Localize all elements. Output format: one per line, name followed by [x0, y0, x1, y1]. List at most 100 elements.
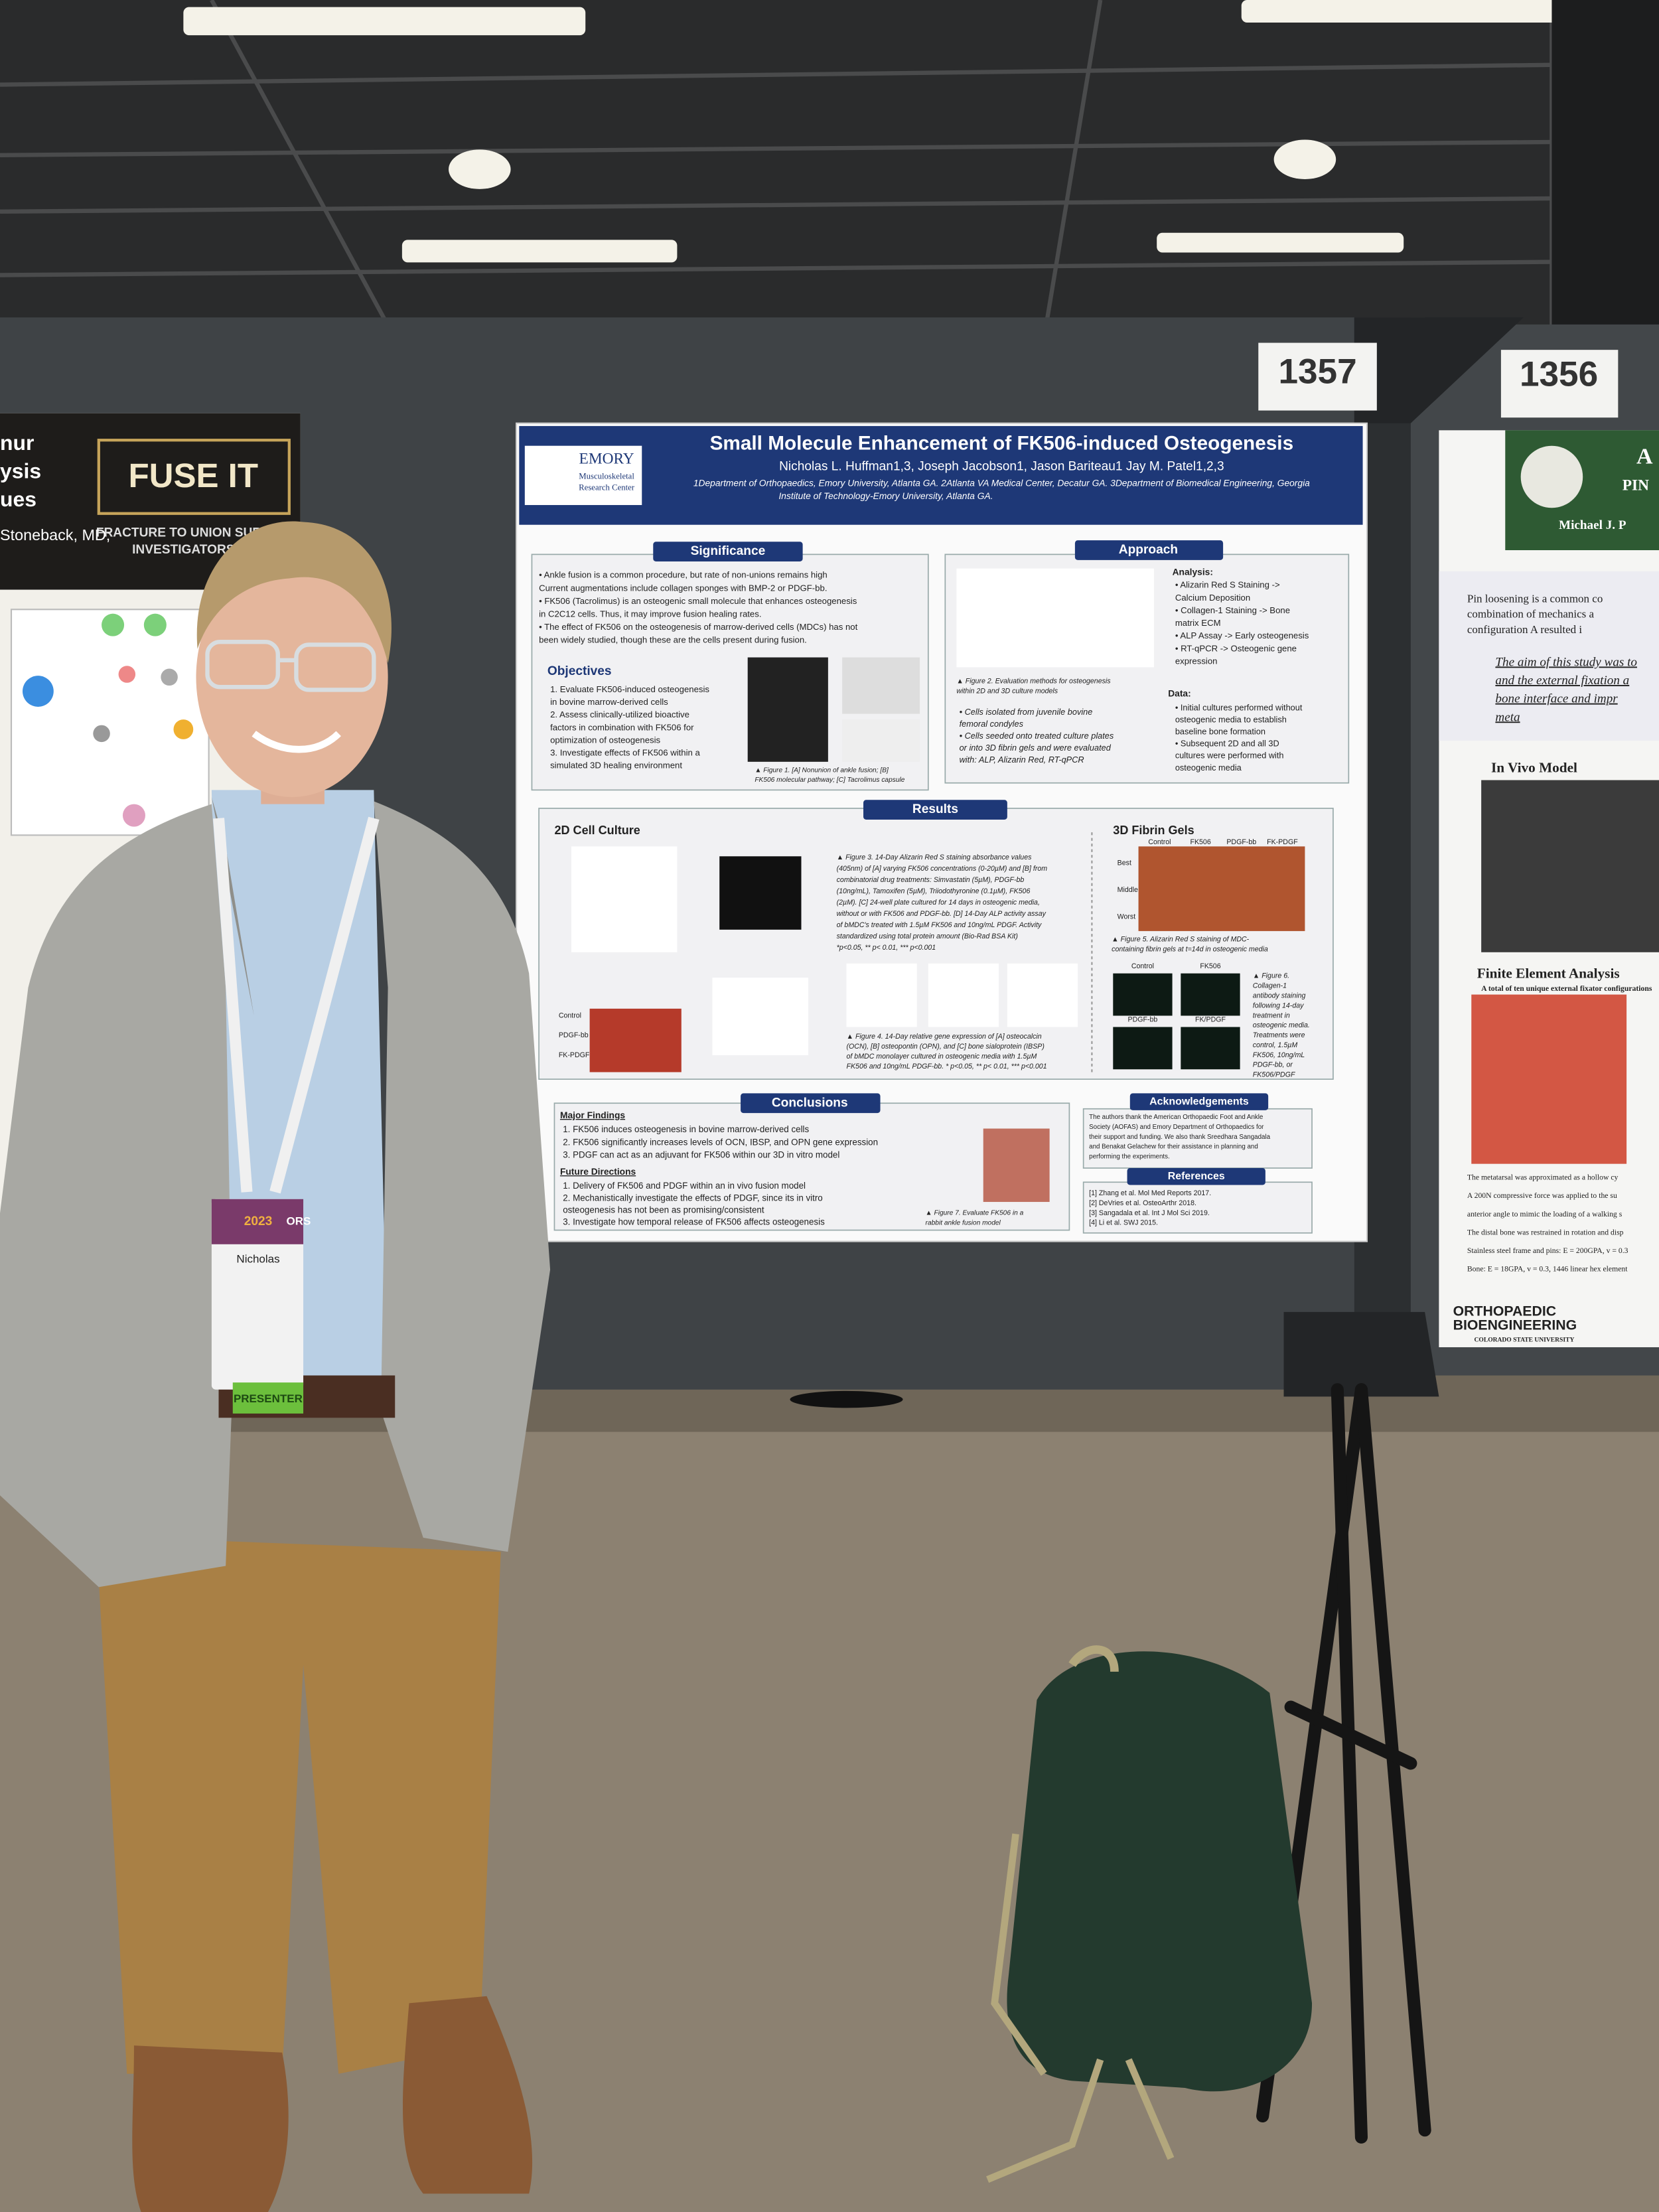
section-header: References — [1168, 1171, 1225, 1182]
text-line: ▲ Figure 6. — [1253, 972, 1289, 980]
text-line: ▲ Figure 2. Evaluation methods for osteo… — [956, 677, 1111, 685]
text-line: Stainless steel frame and pins: E = 200G… — [1467, 1246, 1628, 1255]
text-line: ▲ Figure 5. Alizarin Red S staining of M… — [1112, 935, 1250, 943]
text-line: femoral condyles — [960, 719, 1024, 729]
left-title: ues — [0, 487, 36, 511]
text-line: rabbit ankle fusion model — [926, 1220, 1001, 1227]
text-line: meta — [1495, 710, 1520, 724]
text-line: • Subsequent 2D and all 3D — [1175, 739, 1279, 749]
left-author: Stoneback, MD; — [0, 526, 110, 544]
text-line: *p<0.05, ** p< 0.01, *** p<0.001 — [837, 944, 936, 952]
text-line: Collagen-1 — [1253, 982, 1287, 990]
left-title: ysis — [0, 459, 41, 483]
figure-label: FK506 — [1190, 838, 1210, 846]
text-line: osteogenic media to establish — [1175, 715, 1287, 725]
text-line: following 14-day — [1253, 1001, 1304, 1009]
text-line: combinatorial drug treatments: Simvastat… — [837, 876, 1025, 884]
board-number-card — [1500, 350, 1619, 418]
text-line: with: ALP, Alizarin Red, RT-qPCR — [960, 755, 1084, 765]
shoe-behind-board — [790, 1390, 903, 1408]
text-line: antibody staining — [1253, 992, 1306, 1000]
text-line: cultures were performed with — [1175, 751, 1284, 761]
figure-label: Control — [1131, 962, 1154, 970]
subsection-header: 3D Fibrin Gels — [1113, 824, 1194, 837]
text-line: treatment in — [1253, 1011, 1290, 1019]
text-line: (10ng/mL), Tamoxifen (5µM), Triiodothyro… — [837, 887, 1031, 895]
text-line: • Alizarin Red S Staining -> — [1175, 580, 1280, 590]
text-line: FK506 and 10ng/mL PDGF-bb. * p<0.05, ** … — [847, 1063, 1047, 1070]
section-header: Significance — [691, 544, 766, 558]
figure-label: FK-PDGF — [1267, 838, 1298, 846]
text-line: baseline bone formation — [1175, 727, 1265, 737]
text-line: A 200N compressive force was applied to … — [1467, 1191, 1617, 1200]
poster-affiliation: Institute of Technology-Emory University… — [778, 490, 993, 501]
text-line: 1. FK506 induces osteogenesis in bovine … — [563, 1124, 809, 1134]
poster-title: Small Molecule Enhancement of FK506-indu… — [710, 432, 1294, 454]
text-line: optimization of osteogenesis — [550, 735, 660, 745]
text-line: • Ankle fusion is a common procedure, bu… — [539, 570, 828, 580]
text-line: PDGF-bb, or — [1253, 1061, 1293, 1069]
text-line: 3. Investigate how temporal release of F… — [563, 1217, 825, 1226]
text-line: 3. Investigate effects of FK506 within a — [550, 748, 700, 758]
figure-label: Middle — [1118, 886, 1138, 894]
text-line: FK506 molecular pathway; [C] Tacrolimus … — [755, 776, 904, 784]
text-line: combination of mechanics a — [1467, 608, 1595, 621]
text-line: expression — [1175, 656, 1218, 666]
section-header: Approach — [1119, 543, 1178, 557]
board-number: 1356 — [1520, 355, 1598, 394]
section-header: Acknowledgements — [1149, 1096, 1249, 1107]
text-line: The metatarsal was approximated as a hol… — [1467, 1173, 1619, 1182]
right-poster-text: A total of ten unique external fixator c… — [1481, 984, 1652, 993]
board-number: 1357 — [1278, 352, 1356, 391]
text-line: Pin loosening is a common co — [1467, 592, 1603, 605]
figure-label: FK/PDGF — [1195, 1016, 1226, 1024]
badge-role: PRESENTER — [234, 1392, 303, 1405]
text-line: without or with FK506 and PDGF-bb. [D] 1… — [837, 910, 1046, 918]
fuse-logo-frame — [97, 439, 291, 515]
text-line: Current augmentations include collagen s… — [539, 583, 827, 593]
text-line: [4] Li et al. SWJ 2015. — [1089, 1219, 1158, 1227]
right-fea-model — [1471, 994, 1627, 1164]
text-line: BIOENGINEERING — [1453, 1317, 1577, 1333]
text-line: The aim of this study was to — [1495, 655, 1637, 669]
poster-text: • Ankle fusion is a common procedure, bu… — [539, 570, 1637, 1333]
backpack — [986, 1645, 1313, 2183]
text-line: (405nm) of [A] varying FK506 concentrati… — [837, 865, 1048, 873]
text-line: • Collagen-1 Staining -> Bone — [1175, 605, 1290, 615]
text-line: ▲ Figure 7. Evaluate FK506 in a — [926, 1210, 1024, 1217]
text-line: The authors thank the American Orthopaed… — [1089, 1114, 1263, 1121]
text-line: (OCN), [B] osteopontin (OPN), and [C] bo… — [847, 1043, 1045, 1051]
ceiling-trusses — [0, 0, 1659, 340]
badge-org: ORS — [287, 1215, 311, 1227]
text-line: osteogenesis has not been as promising/c… — [563, 1205, 764, 1215]
future-header: Future Directions — [560, 1166, 636, 1177]
text-line: performing the experiments. — [1089, 1153, 1170, 1161]
text-line: in bovine marrow-derived cells — [550, 697, 668, 707]
text-line: The distal bone was restrained in rotati… — [1467, 1228, 1624, 1236]
right-poster-text: In Vivo Model — [1491, 759, 1577, 775]
text-line: • FK506 (Tacrolimus) is an osteogenic sm… — [539, 596, 857, 606]
text-line: • RT-qPCR -> Osteogenic gene — [1175, 643, 1297, 653]
poster-figures — [571, 568, 1305, 1203]
emory-logo-sub: Research Center — [579, 482, 635, 492]
ceiling-lights — [183, 0, 1595, 263]
data-header: Data: — [1168, 688, 1191, 698]
text-line: • ALP Assay -> Early osteogenesis — [1175, 630, 1309, 640]
right-poster-text: A — [1636, 445, 1653, 469]
text-line: 1. Evaluate FK506-induced osteogenesis — [550, 684, 709, 694]
text-line: 2. Assess clinically-utilized bioactive — [550, 709, 689, 719]
board-bracket — [1354, 317, 1524, 423]
text-line: simulated 3D healing environment — [550, 761, 682, 771]
emory-logo-box — [524, 445, 642, 505]
text-line: 1. Delivery of FK506 and PDGF within an … — [563, 1181, 806, 1191]
figure-label: PDGF-bb — [559, 1031, 589, 1039]
text-line: [2] DeVries et al. OsteoArthr 2018. — [1089, 1199, 1196, 1207]
text-line: within 2D and 3D culture models — [956, 687, 1058, 695]
text-line: matrix ECM — [1175, 618, 1221, 628]
poster-authors: Nicholas L. Huffman1,3, Joseph Jacobson1… — [779, 460, 1224, 474]
right-poster-text: Finite Element Analysis — [1477, 966, 1620, 982]
pillar — [1551, 0, 1659, 339]
text-line: Society (AOFAS) and Emory Department of … — [1089, 1124, 1264, 1131]
text-line: their support and funding. We also thank… — [1089, 1134, 1270, 1141]
